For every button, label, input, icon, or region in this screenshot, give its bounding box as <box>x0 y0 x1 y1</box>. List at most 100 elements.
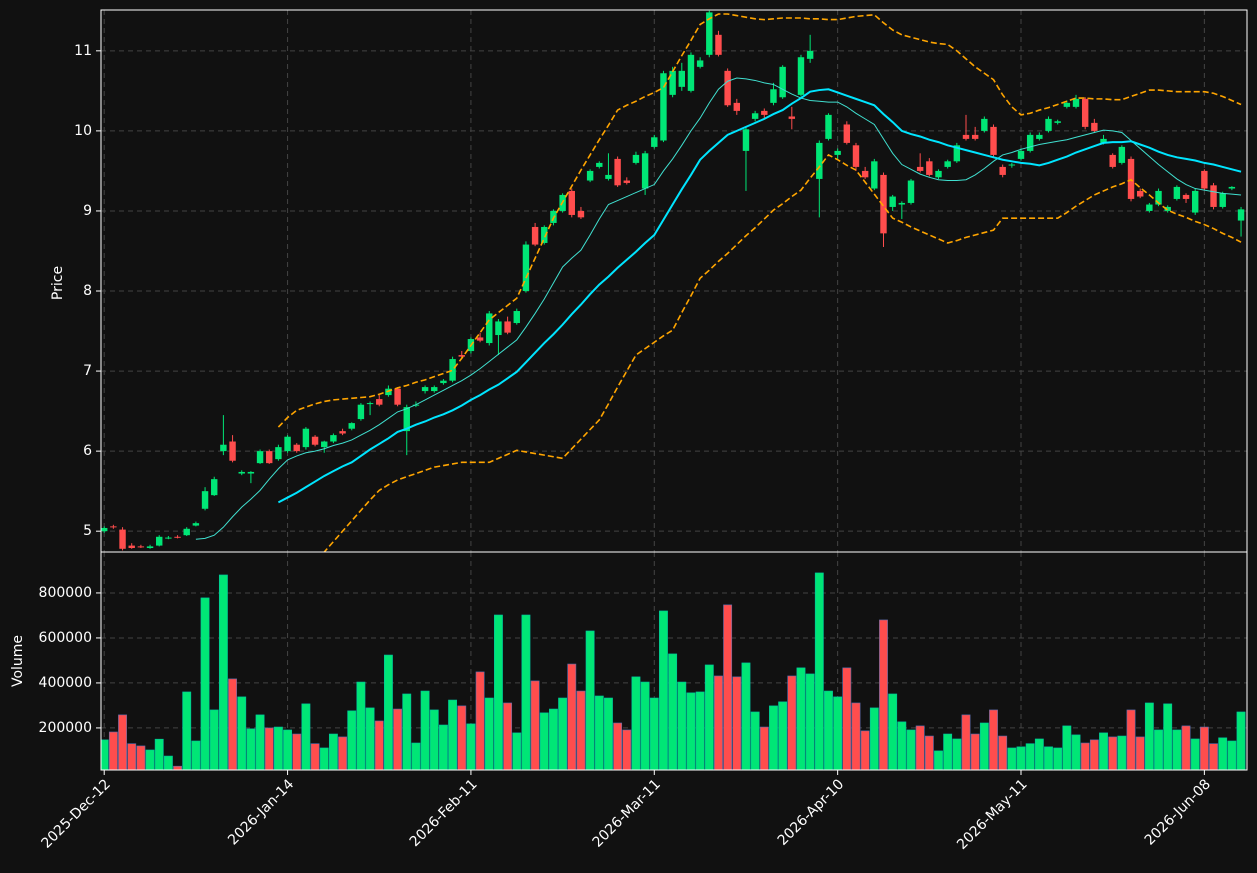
volume-bar <box>255 714 265 770</box>
candle-body <box>1118 146 1126 163</box>
candle-body <box>256 451 264 464</box>
volume-bar <box>503 702 513 770</box>
volume-bar <box>182 691 192 770</box>
candle-body <box>1008 164 1016 166</box>
candle-body <box>119 529 126 549</box>
volume-bar <box>218 574 228 770</box>
volume-bar <box>200 597 210 770</box>
volume-bar <box>163 755 173 770</box>
volume-bar <box>1007 747 1017 770</box>
volume-bar <box>108 731 118 770</box>
volume-bar <box>145 749 155 770</box>
candle-body <box>101 527 108 532</box>
candle-body <box>770 89 777 103</box>
candle-body <box>990 126 997 155</box>
volume-bar <box>924 735 934 770</box>
candle-body <box>724 70 731 106</box>
candle-body <box>284 436 291 452</box>
volume-bar <box>869 707 879 770</box>
volume-axis-label: Volume <box>10 635 26 687</box>
candle-body <box>687 54 695 91</box>
volume-bar <box>723 604 733 770</box>
y-tick-label: 11 <box>74 43 92 59</box>
candle-body <box>953 145 961 162</box>
price-panel <box>101 10 1245 552</box>
volume-bar <box>979 722 989 770</box>
volume-bar <box>549 708 558 770</box>
candle-body <box>311 436 319 445</box>
volume-bar <box>677 681 687 770</box>
candle-body <box>1191 190 1199 213</box>
candle-body <box>476 337 484 341</box>
candle-body <box>211 479 218 496</box>
volume-bar <box>118 714 127 770</box>
volume-bar <box>273 726 283 770</box>
volume-bar <box>1163 703 1173 770</box>
volume-bar <box>1218 737 1228 770</box>
volume-bar <box>374 720 384 770</box>
candle-body <box>293 444 300 452</box>
volume-bar <box>943 733 953 770</box>
candle-body <box>421 387 429 392</box>
volume-bar <box>484 697 494 770</box>
volume-bar <box>393 708 403 770</box>
candle-body <box>440 380 447 384</box>
candle-body <box>733 102 741 111</box>
candle-body <box>174 536 181 538</box>
volume-bar <box>613 722 623 770</box>
candle-body <box>944 161 951 167</box>
volume-bar <box>1236 711 1246 770</box>
volume-bar <box>356 681 366 770</box>
volume-bar <box>814 572 824 770</box>
candle-body <box>220 444 227 452</box>
volume-bar <box>714 675 723 770</box>
candle-body <box>614 158 621 186</box>
candle-body <box>348 423 355 429</box>
candle-body <box>339 431 346 434</box>
candle-body <box>513 311 520 324</box>
volume-bar <box>411 742 421 770</box>
candle-body <box>981 118 988 131</box>
candle-body <box>1026 134 1034 151</box>
volume-bar <box>420 690 430 770</box>
volume-bar <box>328 733 338 770</box>
candle-body <box>696 60 704 67</box>
candle-body <box>861 170 869 178</box>
candle-body <box>1173 186 1181 199</box>
candle-body <box>541 226 548 243</box>
volume-bar <box>264 727 274 770</box>
volume-bar <box>173 765 182 770</box>
candle-body <box>999 166 1006 175</box>
volume-bar <box>805 673 815 770</box>
volume-bar <box>365 707 375 770</box>
volume-bar <box>668 653 678 770</box>
volume-bar <box>1181 725 1191 770</box>
volume-bar <box>1025 743 1035 770</box>
candle-body <box>394 388 401 405</box>
volume-bar <box>796 667 806 770</box>
volume-bar <box>338 736 348 770</box>
volume-bar <box>1117 735 1127 770</box>
volume-panel <box>101 572 1246 770</box>
candle-body <box>742 129 750 151</box>
volume-bar <box>695 691 705 770</box>
candle-body <box>632 154 640 163</box>
candle-body <box>916 166 924 171</box>
volume-bar <box>347 710 357 770</box>
volume-bar <box>1209 743 1218 770</box>
candle-body <box>706 12 713 55</box>
volume-bar <box>1071 734 1081 770</box>
volume-bar <box>1126 709 1136 770</box>
volume-bar <box>530 680 540 770</box>
volume-bar <box>512 732 522 770</box>
volume-bar <box>209 709 219 770</box>
volume-bar <box>897 721 907 770</box>
candle-body <box>1091 122 1098 131</box>
volume-bar <box>237 696 247 770</box>
candle-body <box>238 471 245 474</box>
candle-body <box>1054 121 1061 123</box>
volume-bar <box>457 705 467 770</box>
candle-body <box>110 526 117 528</box>
candle-body <box>605 174 612 179</box>
